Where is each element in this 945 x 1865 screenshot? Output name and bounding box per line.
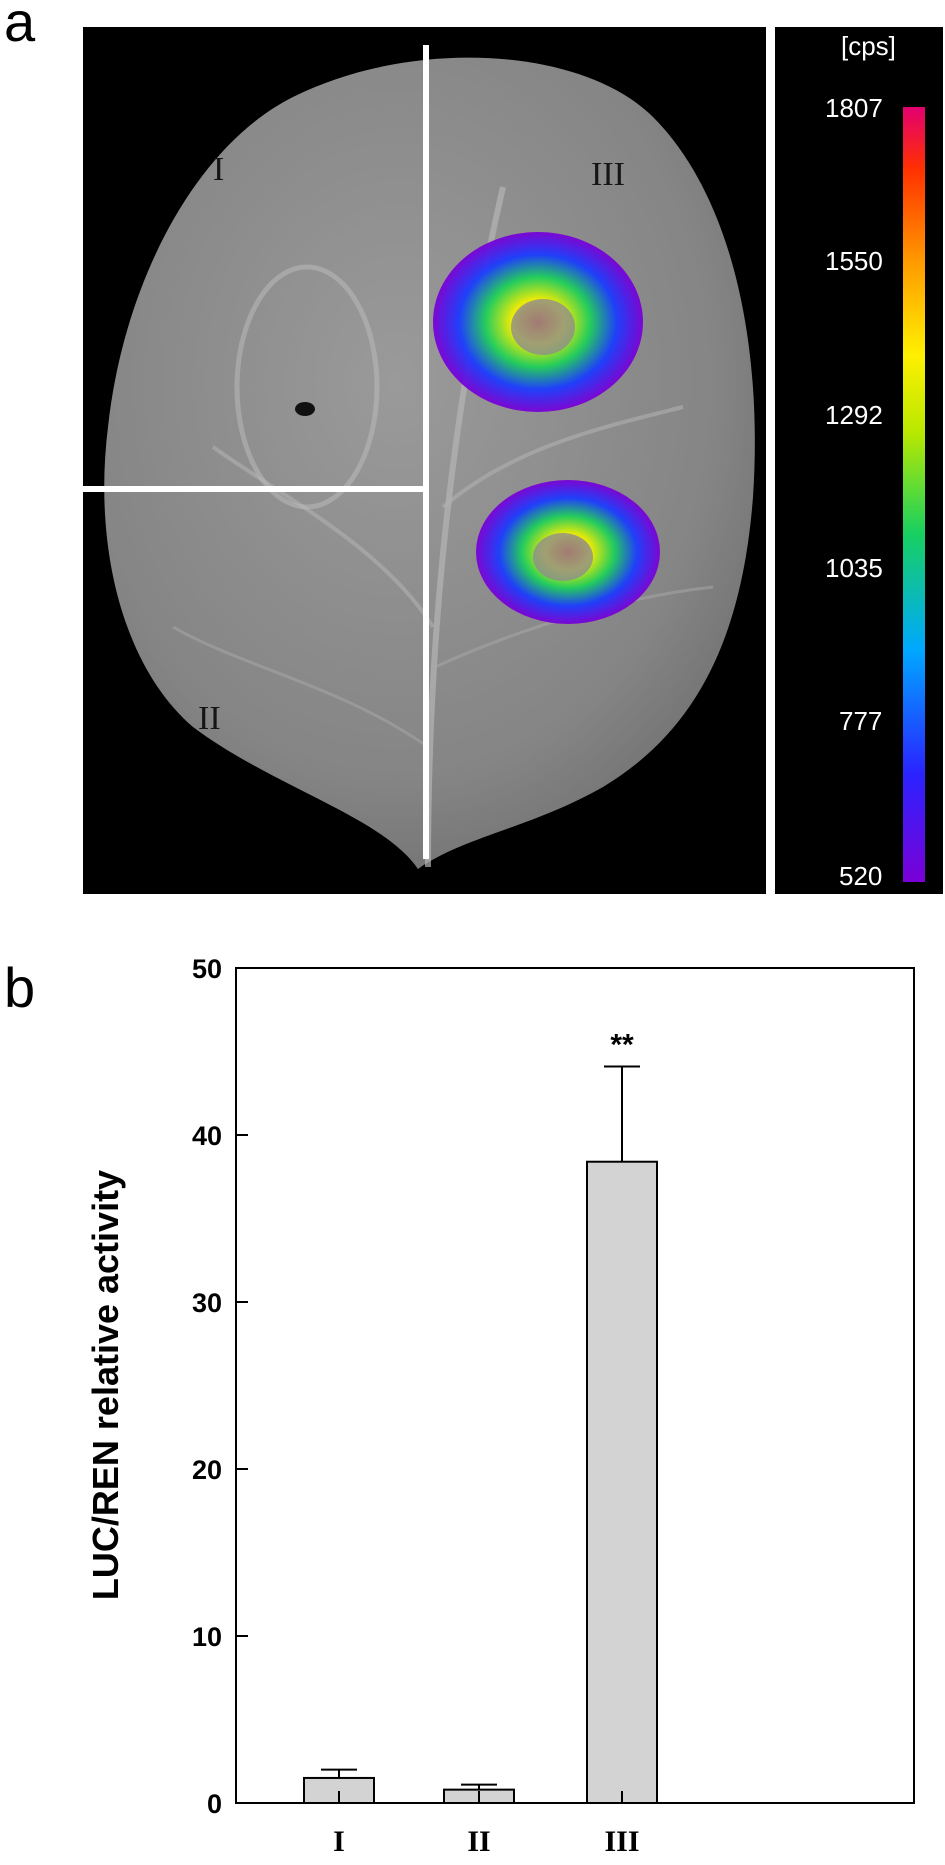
region-label-iii: III <box>591 156 625 193</box>
plot-frame <box>235 967 915 1804</box>
y-tick-label: 30 <box>192 1288 222 1318</box>
colorbar-unit: [cps] <box>841 31 896 61</box>
y-tick-label: 20 <box>192 1455 222 1485</box>
colorbar-tick: 1550 <box>825 246 883 276</box>
colorbar-tick: 1035 <box>825 553 883 583</box>
colorbar-tick: 1807 <box>825 93 883 123</box>
x-tick-label: III <box>604 1825 639 1858</box>
panel-a-letter: a <box>4 0 36 53</box>
luminescence-spot-lower <box>476 480 660 624</box>
y-axis: 0 10 20 30 40 50 <box>192 954 248 1819</box>
x-tick-label: II <box>467 1825 490 1858</box>
y-axis-title: LUC/REN relative activity <box>85 1170 126 1600</box>
significance-label: ** <box>610 1029 634 1062</box>
leaf-luminescence-image: I II III <box>83 27 766 894</box>
region-label-i: I <box>213 151 224 188</box>
colorbar-tick: 777 <box>839 706 882 736</box>
panel-b-letter: b <box>4 956 36 1019</box>
y-tick-label: 50 <box>192 954 222 984</box>
luminescence-spot-upper <box>433 232 643 412</box>
y-tick-label: 0 <box>207 1789 222 1819</box>
bar <box>586 1160 658 1805</box>
colorbar-svg: [cps] 1807 1550 1292 1035 777 520 <box>771 27 925 894</box>
x-axis: I II III <box>333 1791 640 1858</box>
colorbar-panel: [cps] 1807 1550 1292 1035 777 520 <box>771 27 943 894</box>
y-tick-label: 40 <box>192 1121 222 1151</box>
colorbar-tick: 520 <box>839 861 882 891</box>
y-tick-label: 10 <box>192 1622 222 1652</box>
region-label-ii: II <box>198 700 221 737</box>
colorbar-tick: 1292 <box>825 400 883 430</box>
colorbar-gradient <box>903 107 925 882</box>
leaf-image-svg: I II III <box>83 45 755 870</box>
x-tick-label: I <box>333 1825 345 1858</box>
bars-group: ** <box>303 1029 658 1805</box>
